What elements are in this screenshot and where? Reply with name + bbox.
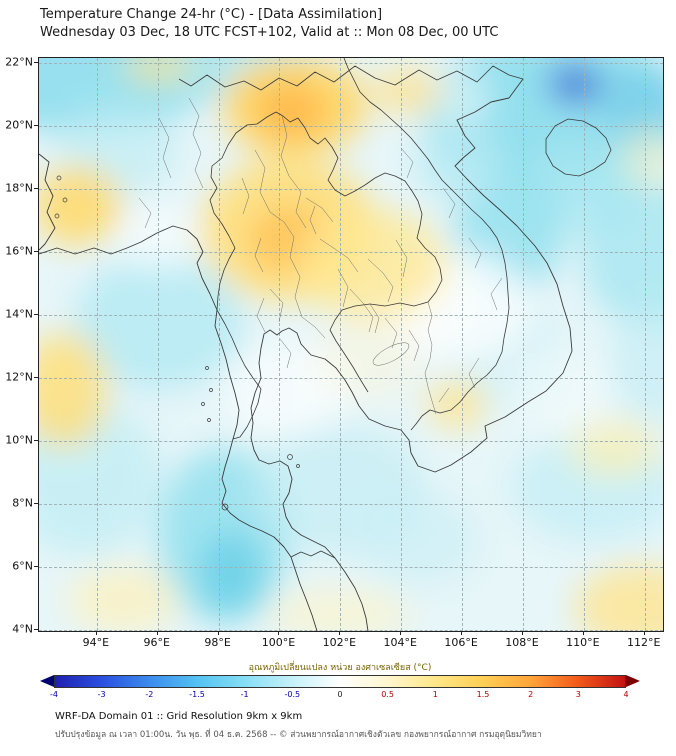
province-boundaries <box>138 97 503 415</box>
y-tick-label: 22°N <box>5 55 33 69</box>
colorbar-tick-label: -1.5 <box>189 690 205 699</box>
colorbar-tick-label: -1 <box>240 690 249 699</box>
colorbar <box>40 675 640 688</box>
y-tick-mark <box>34 440 38 442</box>
y-tick-mark <box>34 125 38 127</box>
x-tick-label: 108°E <box>505 636 539 649</box>
y-tick-label: 10°N <box>5 433 33 447</box>
y-tick-mark <box>34 377 38 379</box>
x-tick-mark <box>156 631 158 635</box>
y-tick-mark <box>34 62 38 64</box>
y-tick-mark <box>34 251 38 253</box>
islands <box>54 175 300 511</box>
y-tick-mark <box>34 503 38 505</box>
x-tick-label: 94°E <box>82 636 110 649</box>
y-tick-mark <box>34 629 38 631</box>
credit-line-thai: ปรับปรุงข้อมูล ณ เวลา 01:00น. วัน พุธ. ท… <box>55 730 542 740</box>
colorbar-arrow-right-icon <box>626 675 640 687</box>
x-tick-label: 110°E <box>566 636 600 649</box>
x-tick-label: 102°E <box>322 636 357 649</box>
y-tick-label: 16°N <box>5 244 33 258</box>
colorbar-tick-label: -2 <box>145 690 154 699</box>
x-tick-label: 104°E <box>383 636 417 649</box>
x-tick-mark <box>95 631 97 635</box>
colorbar-tick-label: 1.5 <box>476 690 490 699</box>
y-tick-label: 14°N <box>5 307 33 321</box>
y-tick-mark <box>34 188 38 190</box>
hainan-outline <box>545 118 612 177</box>
colorbar-tick-label: 3 <box>575 690 581 699</box>
colorbar-tick-label: 0.5 <box>381 690 395 699</box>
x-tick-mark <box>643 631 645 635</box>
y-tick-mark <box>34 566 38 568</box>
x-tick-mark <box>217 631 219 635</box>
y-tick-label: 6°N <box>12 559 33 573</box>
x-tick-mark <box>400 631 402 635</box>
colorbar-tick-label: 2 <box>528 690 534 699</box>
chart-title: Temperature Change 24-hr (°C) - [Data As… <box>40 7 383 22</box>
x-tick-label: 96°E <box>143 636 170 649</box>
x-tick-mark <box>461 631 463 635</box>
colorbar-tick-label: 0 <box>337 690 343 699</box>
x-tick-label: 112°E <box>627 636 661 649</box>
y-tick-label: 18°N <box>5 181 33 195</box>
anomaly-blobs <box>39 58 663 631</box>
colorbar-tick-label: 4 <box>623 690 629 699</box>
x-tick-label: 98°E <box>204 636 231 649</box>
y-tick-label: 4°N <box>12 622 33 636</box>
x-tick-mark <box>582 631 584 635</box>
colorbar-tick-labels: -4 -3 -2 -1.5 -1 -0.5 0 0.5 1 1.5 2 3 4 <box>50 690 629 702</box>
colorbar-tick-label: -4 <box>50 690 58 699</box>
colorbar-tick-label: 1 <box>432 690 438 699</box>
colorbar-tick-label: -3 <box>97 690 106 699</box>
colorbar-label: อุณหภูมิเปลี่ยนแปลง หน่วย องศาเซลเซียส (… <box>248 663 432 673</box>
coastlines <box>39 78 573 631</box>
map-outlines-layer <box>39 58 612 631</box>
x-tick-label: 106°E <box>444 636 478 649</box>
colorbar-gradient <box>54 675 626 688</box>
y-tick-label: 12°N <box>5 370 33 384</box>
y-tick-label: 8°N <box>12 496 33 510</box>
x-tick-label: 100°E <box>261 636 296 649</box>
map-plot-area <box>38 57 664 632</box>
model-info-line: WRF-DA Domain 01 :: Grid Resolution 9km … <box>55 711 303 722</box>
x-tick-mark <box>521 631 523 635</box>
colorbar-tick-label: -0.5 <box>284 690 301 699</box>
country-borders <box>178 58 524 559</box>
temperature-field-layer <box>39 58 663 631</box>
x-tick-mark <box>339 631 341 635</box>
y-tick-label: 20°N <box>5 118 33 132</box>
colorbar-arrow-left-icon <box>40 675 54 687</box>
chart-subtitle: Wednesday 03 Dec, 18 UTC FCST+102, Valid… <box>40 25 499 40</box>
y-tick-mark <box>34 314 38 316</box>
x-tick-mark <box>278 631 280 635</box>
